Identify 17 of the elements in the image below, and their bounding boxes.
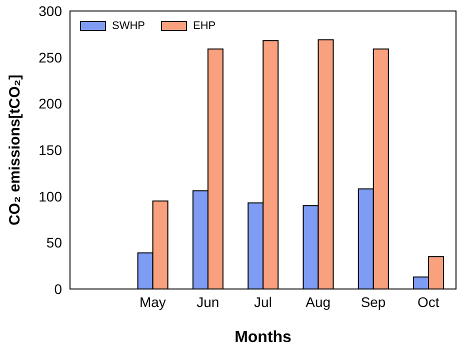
- y-tick-label: 250: [38, 49, 62, 66]
- y-tick-label: 200: [38, 96, 62, 112]
- legend-label: SWHP: [112, 20, 145, 32]
- x-tick-label: Sep: [360, 294, 386, 310]
- y-axis-title: CO₂ emissions[tCO₂]: [6, 74, 24, 226]
- y-tick-label: 50: [46, 234, 62, 251]
- x-tick-label: Jul: [254, 294, 272, 310]
- x-tick-label: Aug: [306, 294, 331, 310]
- y-tick-label: 100: [38, 188, 62, 204]
- y-tick-label: 300: [38, 2, 62, 19]
- x-tick-label: May: [139, 294, 166, 310]
- legend-label: EHP: [193, 20, 216, 32]
- y-tick-label: 0: [54, 280, 62, 297]
- x-tick-label: Jun: [196, 294, 220, 310]
- x-tick-label: Oct: [418, 294, 440, 310]
- x-axis-title: Months: [234, 329, 292, 346]
- y-tick-label: 150: [38, 142, 62, 158]
